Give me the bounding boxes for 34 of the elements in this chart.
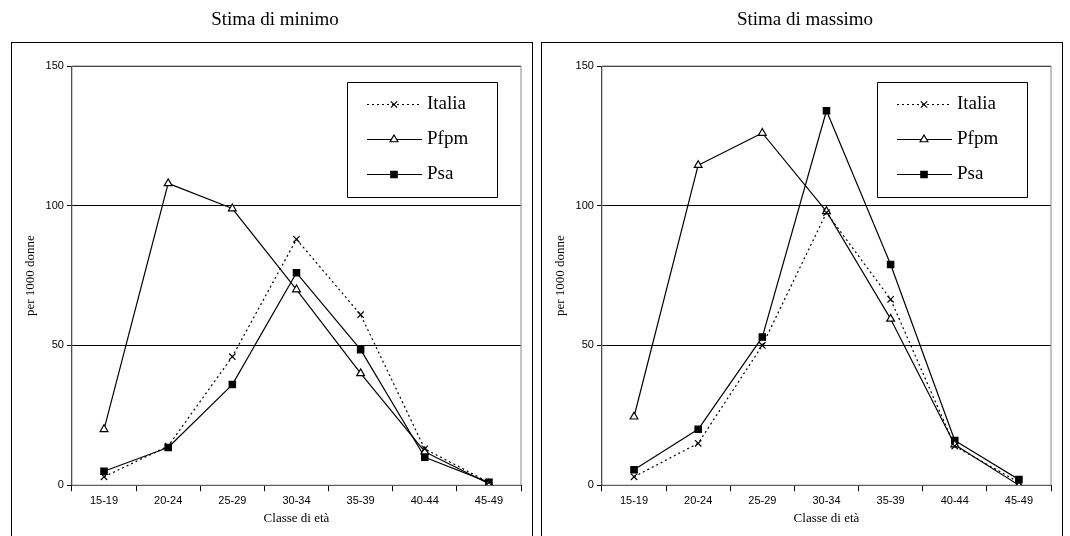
- x-tick-label: 30-34: [812, 493, 841, 506]
- x-tick-label: 30-34: [282, 493, 311, 506]
- y-tick-label: 0: [57, 478, 64, 491]
- legend-label: Italia: [957, 92, 997, 114]
- x-tick-label: 35-39: [346, 493, 375, 506]
- x-tick-label: 40-44: [410, 493, 439, 506]
- y-tick-label: 150: [575, 59, 594, 72]
- x-tick-label: 40-44: [940, 493, 969, 506]
- legend-label: Psa: [957, 162, 984, 184]
- chart-title: Stima di minimo: [210, 8, 340, 30]
- y-tick-label: 50: [581, 338, 594, 351]
- x-tick-label: 20-24: [684, 493, 713, 506]
- y-tick-label: 100: [45, 198, 64, 211]
- x-tick-label: 35-39: [876, 493, 905, 506]
- x-tick-label: 15-19: [89, 493, 119, 506]
- x-tick-label: 20-24: [154, 493, 183, 506]
- y-tick-label: 0: [587, 478, 594, 491]
- y-axis-title: per 1000 donne: [22, 234, 38, 317]
- x-axis-title: Classe di età: [263, 509, 330, 525]
- y-tick-label: 100: [575, 198, 594, 211]
- x-tick-label: 45-49: [474, 493, 503, 506]
- chart-title: Stima di massimo: [735, 8, 875, 30]
- legend-label: Italia: [427, 92, 467, 114]
- legend-label: Pfpm: [957, 127, 999, 149]
- legend-label: Psa: [427, 162, 454, 184]
- x-tick-label: 25-29: [748, 493, 777, 506]
- x-tick-label: 25-29: [218, 493, 247, 506]
- x-axis-title: Classe di età: [793, 509, 860, 525]
- y-axis-title: per 1000 donne: [552, 234, 568, 317]
- x-tick-label: 45-49: [1004, 493, 1033, 506]
- x-tick-label: 15-19: [619, 493, 649, 506]
- legend-label: Pfpm: [427, 127, 469, 149]
- y-tick-label: 150: [45, 59, 64, 72]
- y-tick-label: 50: [51, 338, 64, 351]
